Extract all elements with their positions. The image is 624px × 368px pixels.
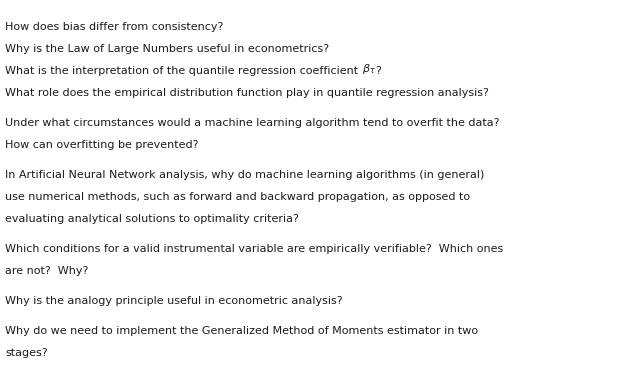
Text: ?: ? (376, 66, 381, 76)
Text: In Artificial Neural Network analysis, why do machine learning algorithms (in ge: In Artificial Neural Network analysis, w… (5, 170, 484, 180)
Text: Why is the analogy principle useful in econometric analysis?: Why is the analogy principle useful in e… (5, 296, 343, 306)
Text: Why do we need to implement the Generalized Method of Moments estimator in two: Why do we need to implement the Generali… (5, 326, 478, 336)
Text: stages?: stages? (5, 348, 47, 358)
Text: What is the interpretation of the quantile regression coefficient: What is the interpretation of the quanti… (5, 66, 362, 76)
Text: Which conditions for a valid instrumental variable are empirically verifiable?  : Which conditions for a valid instrumenta… (5, 244, 503, 254)
Text: Under what circumstances would a machine learning algorithm tend to overfit the : Under what circumstances would a machine… (5, 118, 499, 128)
Text: are not?  Why?: are not? Why? (5, 266, 89, 276)
Text: How does bias differ from consistency?: How does bias differ from consistency? (5, 22, 223, 32)
Text: $\beta_{\tau}$: $\beta_{\tau}$ (362, 63, 376, 77)
Text: use numerical methods, such as forward and backward propagation, as opposed to: use numerical methods, such as forward a… (5, 192, 470, 202)
Text: What role does the empirical distribution function play in quantile regression a: What role does the empirical distributio… (5, 88, 489, 98)
Text: How can overfitting be prevented?: How can overfitting be prevented? (5, 140, 198, 150)
Text: Why is the Law of Large Numbers useful in econometrics?: Why is the Law of Large Numbers useful i… (5, 44, 329, 54)
Text: evaluating analytical solutions to optimality criteria?: evaluating analytical solutions to optim… (5, 214, 299, 224)
